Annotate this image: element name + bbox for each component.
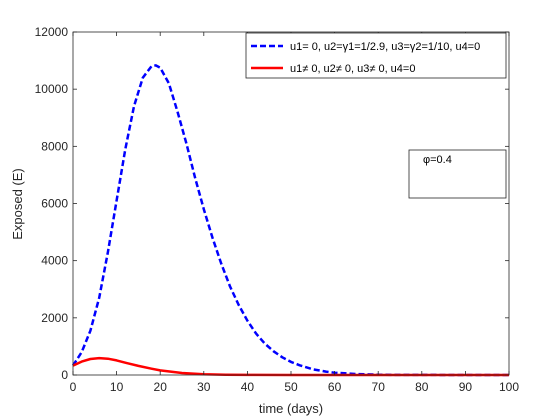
x-tick-label: 70 xyxy=(372,380,386,394)
y-tick-label: 10000 xyxy=(35,82,69,96)
x-tick-label: 80 xyxy=(415,380,429,394)
x-tick-label: 50 xyxy=(284,380,298,394)
x-tick-label: 100 xyxy=(499,380,519,394)
x-tick-label: 30 xyxy=(197,380,211,394)
x-tick-label: 90 xyxy=(459,380,473,394)
y-tick-label: 8000 xyxy=(41,139,68,153)
legend-label-series-1: u1= 0, u2=γ1=1/2.9, u3=γ2=1/10, u4=0 xyxy=(290,41,480,53)
x-tick-label: 0 xyxy=(70,380,77,394)
annotation-frame xyxy=(408,149,507,199)
x-tick-label: 60 xyxy=(328,380,342,394)
y-tick-label: 0 xyxy=(61,368,68,382)
x-tick-label: 20 xyxy=(154,380,168,394)
x-axis-label: time (days) xyxy=(259,401,323,416)
legend: u1= 0, u2=γ1=1/2.9, u3=γ2=1/10, u4=0 u1≠… xyxy=(245,32,507,79)
legend-box xyxy=(245,32,507,79)
y-tick-label: 2000 xyxy=(41,311,68,325)
annotation-text: φ=0.4 xyxy=(423,154,452,166)
ticks-layer: 0 10 20 30 40 50 60 70 80 90 100 0 2000 4000 6000 8000 1… xyxy=(35,25,520,394)
y-tick-label: 4000 xyxy=(41,254,68,268)
y-tick-label: 12000 xyxy=(35,25,69,39)
plot-background xyxy=(73,32,509,375)
legend-label-series-2: u1≠ 0, u2≠ 0, u3≠ 0, u4=0 xyxy=(290,63,415,75)
y-axis-label: Exposed (E) xyxy=(10,168,25,240)
annotation-box: φ=0.4 xyxy=(408,149,507,199)
x-tick-label: 40 xyxy=(241,380,255,394)
x-tick-label: 10 xyxy=(110,380,124,394)
y-tick-label: 6000 xyxy=(41,197,68,211)
